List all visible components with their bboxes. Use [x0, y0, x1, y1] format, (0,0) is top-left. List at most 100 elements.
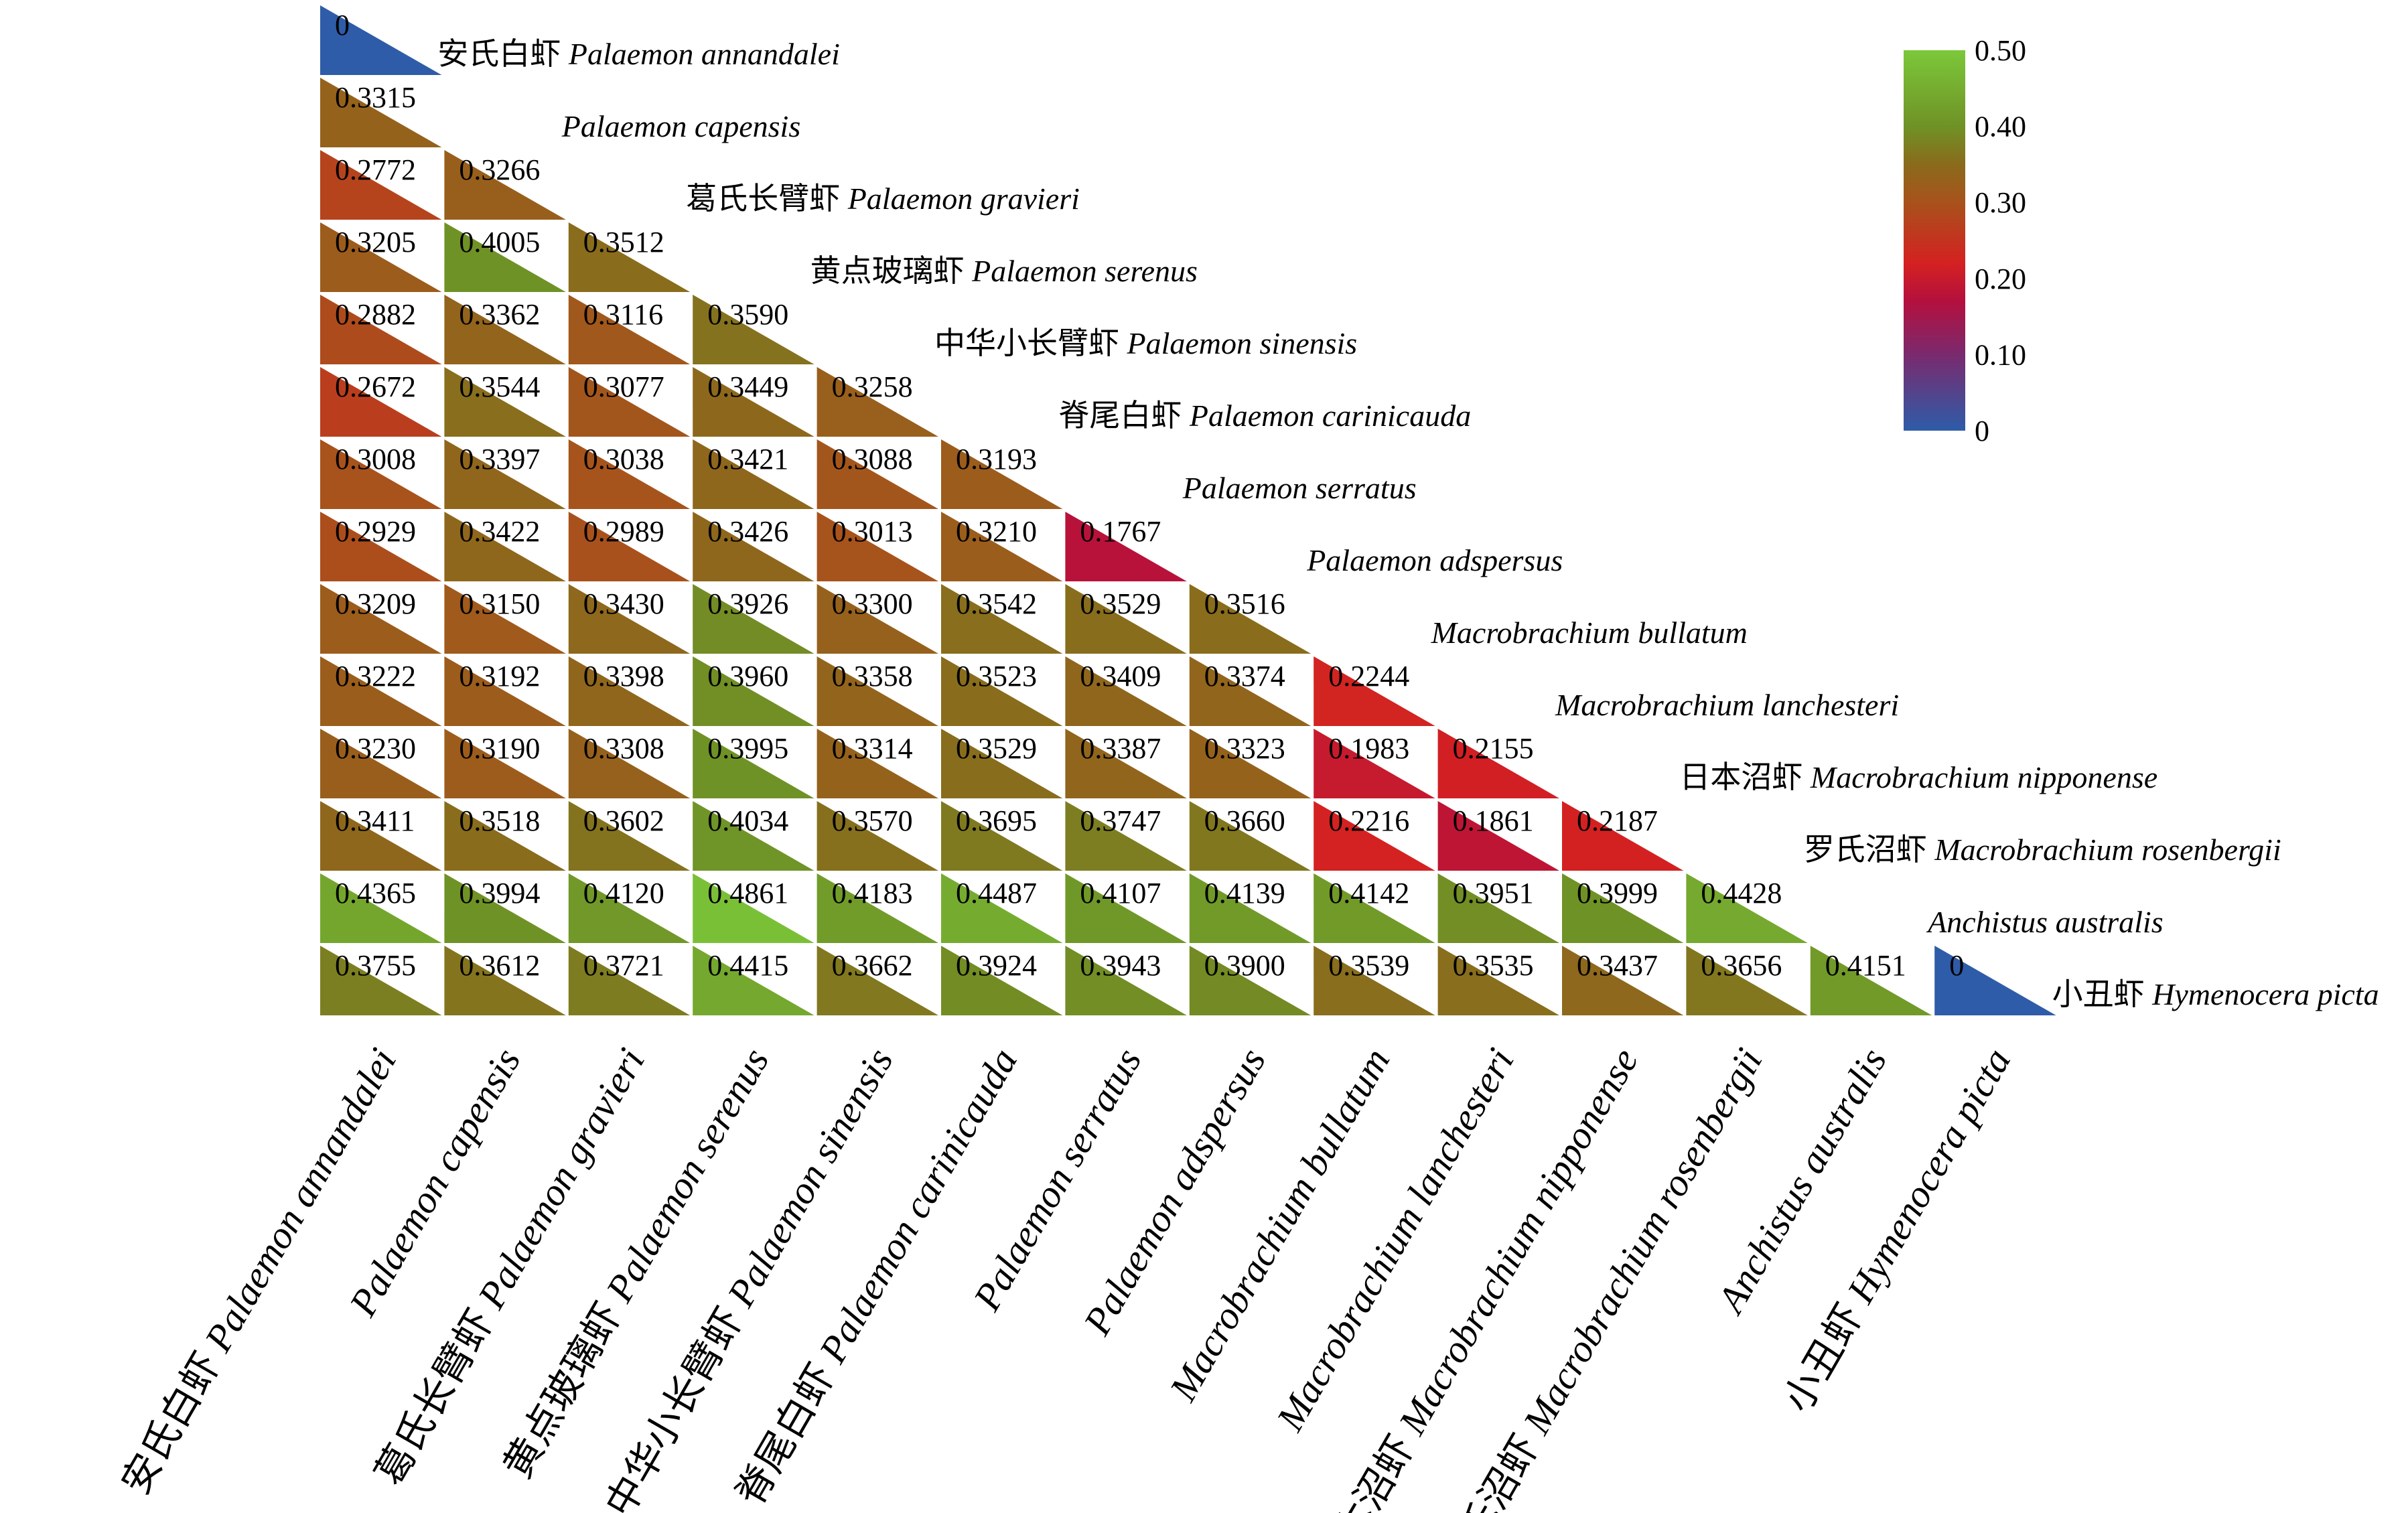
heatmap-cell: 0.3999: [1562, 873, 1684, 943]
cell-triangle: [320, 512, 442, 581]
heatmap-cell: 0.3523: [941, 656, 1063, 726]
diagonal-label: 脊尾白虾 Palaemon carinicauda: [1058, 399, 1471, 433]
heatmap-cell: 0.3516: [1189, 584, 1312, 654]
cell-value: 0.4151: [1825, 949, 1906, 982]
cell-triangle: [444, 295, 566, 364]
cell-value: 0.3398: [583, 660, 664, 693]
cell-value: 0.3612: [459, 949, 540, 982]
heatmap-cell: 0.3747: [1065, 801, 1187, 871]
cell-triangle: [320, 873, 442, 943]
cell-triangle: [1314, 729, 1435, 798]
heatmap-cell: 0.3358: [817, 656, 938, 726]
cell-triangle: [1686, 873, 1808, 943]
cell-value: 0.3308: [583, 732, 664, 765]
cell-value: 0.3995: [707, 732, 788, 765]
heatmap-cell: 0.1767: [1065, 512, 1187, 581]
species-latin-name: Macrobrachium rosenbergii: [1934, 833, 2281, 867]
cell-triangle: [444, 656, 566, 726]
heatmap-cell: 0.3314: [817, 729, 938, 798]
heatmap-cell: 0.3721: [568, 946, 691, 1015]
species-latin-name: Palaemon carinicauda: [1189, 399, 1471, 433]
species-cn-name: 小丑虾: [2052, 977, 2153, 1011]
diagonal-label: Macrobrachium bullatum: [1431, 616, 1748, 650]
cell-value: 0.3222: [335, 660, 416, 693]
cell-value: 0.3374: [1204, 660, 1285, 693]
heatmap-cell: 0.2216: [1314, 801, 1435, 871]
heatmap-cell: 0.3205: [320, 222, 442, 292]
species-latin-name: Hymenocera picta: [2151, 977, 2379, 1011]
heatmap-cell: 0.3900: [1189, 946, 1312, 1015]
species-cn-name: 脊尾白虾: [728, 1348, 849, 1513]
species-cn-name: 葛氏长臂虾: [686, 182, 848, 216]
cell-triangle: [320, 439, 442, 509]
heatmap-cell: 0.3387: [1065, 729, 1187, 798]
colorbar-tick-label: 0.20: [1975, 263, 2026, 295]
cell-value: 0.3362: [459, 298, 540, 331]
heatmap-cell: 0.3013: [817, 512, 938, 581]
heatmap-cell: 0.3612: [444, 946, 566, 1015]
heatmap-cell: 0.3512: [568, 222, 691, 292]
cell-triangle: [693, 729, 815, 798]
species-latin-name: Anchistus australis: [1926, 905, 2163, 939]
heatmap-cell: 0.3362: [444, 295, 566, 364]
cell-value: 0.3512: [583, 226, 664, 259]
cell-triangle: [568, 946, 691, 1015]
cell-triangle: [1065, 656, 1187, 726]
cell-triangle: [941, 584, 1063, 654]
cell-triangle: [444, 439, 566, 509]
heatmap-cell: 0.3960: [693, 656, 815, 726]
heatmap-cell: 0.2672: [320, 367, 442, 437]
cell-value: 0.2187: [1577, 804, 1658, 837]
species-cn-name: 罗氏沼虾: [1432, 1419, 1553, 1513]
cell-value: 0.3077: [583, 370, 664, 403]
species-latin-name: Palaemon serratus: [1182, 471, 1417, 505]
cell-value: 0.4428: [1701, 877, 1782, 910]
cell-value: 0.2244: [1328, 660, 1409, 693]
heatmap-cell: 0.3038: [568, 439, 691, 509]
diagonal-label: 葛氏长臂虾 Palaemon gravieri: [686, 182, 1080, 216]
cell-triangle: [568, 584, 691, 654]
heatmap-cell: 0.4365: [320, 873, 442, 943]
cell-value: 0.2882: [335, 298, 416, 331]
cell-triangle: [320, 801, 442, 871]
cell-value: 0.1861: [1453, 804, 1534, 837]
cell-triangle: [568, 512, 691, 581]
cell-triangle: [444, 150, 566, 220]
cell-value: 0.3529: [1080, 587, 1161, 620]
cell-value: 0.3542: [956, 587, 1037, 620]
heatmap-cell: 0.2155: [1437, 729, 1559, 798]
cell-value: 0.3315: [335, 81, 416, 114]
cell-value: 0.3430: [583, 587, 664, 620]
cell-value: 0.3523: [956, 660, 1037, 693]
cell-triangle: [444, 584, 566, 654]
cell-triangle: [1065, 512, 1187, 581]
species-cn-name: 小丑虾: [1775, 1289, 1876, 1420]
diagonal-label: 小丑虾 Hymenocera picta: [2052, 977, 2379, 1011]
cell-triangle: [1189, 656, 1312, 726]
cell-value: 0.3943: [1080, 949, 1161, 982]
cell-triangle: [693, 801, 815, 871]
species-latin-name: Palaemon serenus: [971, 254, 1198, 288]
cell-value: 0.3397: [459, 443, 540, 476]
heatmap-cell: 0: [320, 5, 442, 75]
cell-value: 0.3544: [459, 370, 540, 403]
heatmap-cell: 0.3570: [817, 801, 938, 871]
cell-triangle: [1686, 946, 1808, 1015]
diagonal-label: 罗氏沼虾 Macrobrachium rosenbergii: [1804, 833, 2281, 867]
cell-triangle: [1562, 873, 1684, 943]
diagonal-species-labels: 安氏白虾 Palaemon annandalei Palaemon capensi…: [437, 37, 2379, 1011]
cell-value: 0.3924: [956, 949, 1037, 982]
heatmap-cell: 0.3193: [941, 439, 1063, 509]
heatmap-cell: 0.1983: [1314, 729, 1435, 798]
diagonal-label: 黄点玻璃虾 Palaemon serenus: [810, 254, 1198, 288]
heatmap-cell: 0.3662: [817, 946, 938, 1015]
cell-triangle: [693, 584, 815, 654]
cell-triangle: [444, 367, 566, 437]
cell-triangle: [1065, 946, 1187, 1015]
cell-triangle: [1189, 584, 1312, 654]
cell-value: 0.4487: [956, 877, 1037, 910]
species-latin-name: Palaemon adspersus: [1306, 543, 1563, 577]
cell-value: 0.3258: [832, 370, 913, 403]
cell-triangle: [817, 873, 938, 943]
heatmap-cell: 0.4107: [1065, 873, 1187, 943]
